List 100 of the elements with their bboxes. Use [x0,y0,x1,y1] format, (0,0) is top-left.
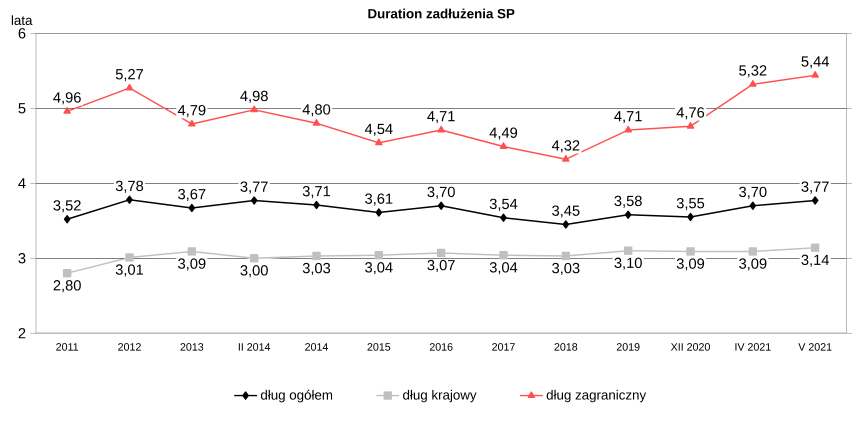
point [811,70,819,78]
point [500,213,507,222]
x-tick-label: XII 2020 [670,342,710,350]
data-label: 3,67 [178,188,206,201]
point [500,142,508,149]
chart-title: Duration zadłużenia SP [368,8,514,18]
point [188,204,196,212]
data-label: 3,71 [302,186,330,198]
data-label: 3,58 [614,195,642,208]
data-label: 3,09 [676,258,704,270]
point [125,253,134,262]
point [188,120,196,126]
data-label: 3,52 [53,200,81,212]
data-label: 3,70 [739,186,767,199]
data-label: 4,54 [364,124,393,136]
data-label: 3,77 [240,181,268,194]
point [312,118,320,126]
point [63,106,71,114]
point [126,195,133,204]
point [749,80,757,87]
data-label: 4,71 [614,110,642,123]
point [812,196,818,204]
y-tick-label: 3 [18,252,26,264]
point [562,220,570,228]
point [687,212,694,221]
x-tick-label: 2013 [180,342,204,350]
data-label: 4,96 [53,92,81,104]
x-tick-label: IV 2021 [735,342,771,350]
data-label: 4,98 [240,90,268,103]
data-label: 3,61 [365,193,392,206]
point [562,252,570,260]
data-label: 3,03 [552,262,580,275]
data-label: 3,04 [490,262,518,274]
data-label: 4,80 [302,104,330,116]
point [624,210,632,219]
y-tick-label: 2 [18,328,26,338]
data-label: 4,79 [178,104,206,117]
x-tick-label: 2019 [616,342,640,350]
legend-label: dług krajowy [403,390,477,402]
data-label: 4,76 [676,107,704,120]
y-tick-label: 4 [18,178,26,188]
x-tick-label: 2017 [492,342,515,350]
point [438,201,444,210]
point [562,154,570,162]
data-label: 5,44 [801,56,829,68]
point [250,196,258,204]
point [437,126,445,132]
data-label: 3,54 [490,198,518,211]
x-tick-label: V 2021 [798,342,832,350]
point [250,105,258,112]
data-label: 4,32 [552,140,580,152]
x-tick-label: 2015 [368,342,390,350]
data-label: 3,14 [801,254,829,267]
point [810,243,820,252]
x-tick-label: 2016 [430,342,453,350]
x-tick-label: 2011 [56,342,78,350]
point [126,84,134,90]
point [62,268,72,278]
point [499,250,508,260]
point [376,208,382,216]
y-axis-title: lata [12,15,32,25]
data-label: 4,49 [490,127,518,140]
data-label: 3,78 [116,180,144,193]
point [312,252,321,260]
data-label: 3,55 [676,198,704,210]
point [624,246,632,255]
data-label: 4,71 [427,110,455,123]
data-label: 3,09 [178,258,206,270]
data-label: 3,03 [302,262,330,275]
legend-label: dług ogółem [260,390,332,402]
data-label: 3,01 [116,264,144,276]
point [188,247,196,256]
data-label: 5,27 [116,68,144,81]
legend-label: dług zagraniczny [546,390,646,402]
point [313,200,320,209]
point [375,138,383,145]
x-tick-label: 2012 [118,342,141,350]
point [436,248,446,257]
point [686,247,695,256]
data-label: 3,07 [427,260,455,272]
point [374,250,384,260]
point [748,247,758,256]
y-tick-label: 6 [18,28,26,38]
x-tick-label: 2014 [305,342,328,350]
data-label: 3,00 [240,264,268,278]
data-label: 2,80 [54,280,81,292]
x-tick-label: 2018 [554,342,578,350]
y-tick-label: 5 [18,102,26,114]
data-label: 3,45 [552,205,580,218]
data-label: 3,09 [739,258,766,270]
data-label: 3,04 [365,262,393,274]
point [64,214,70,224]
data-label: 3,70 [427,186,455,199]
point [749,201,756,210]
data-label: 5,32 [739,65,766,78]
point [250,254,258,262]
point [686,122,694,129]
data-label: 3,10 [614,257,642,270]
data-label: 3,77 [801,181,829,194]
point [624,126,632,132]
